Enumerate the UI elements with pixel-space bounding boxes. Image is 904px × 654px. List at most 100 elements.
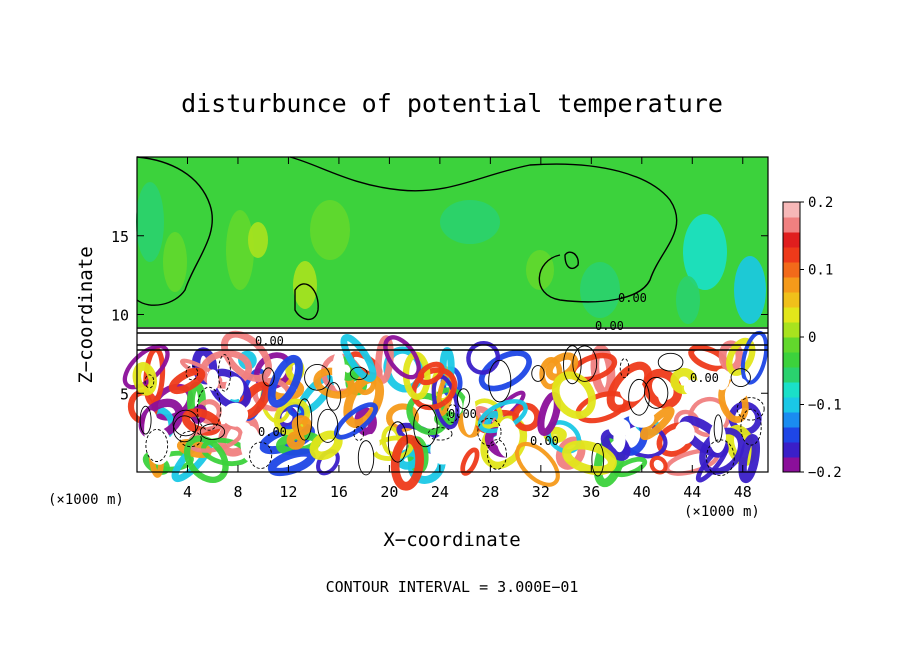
contour-loop (644, 376, 669, 409)
field-swirl (649, 455, 668, 475)
contour-label: 0.00 (618, 291, 647, 305)
colorbar-step (783, 337, 800, 353)
contour-interval-note: CONTOUR INTERVAL = 3.000E−01 (326, 578, 579, 596)
colorbar-step (783, 397, 800, 413)
field-core (674, 421, 695, 445)
field-core (499, 360, 514, 383)
field-swirl (417, 361, 445, 386)
field-core (709, 421, 726, 454)
field-swirl (699, 427, 745, 475)
x-tick-label: 24 (431, 483, 449, 501)
field-swirl (515, 441, 560, 487)
field-patch (580, 262, 620, 318)
colorbar-tick-label: −0.2 (808, 465, 842, 481)
contour-loop (179, 430, 202, 448)
field-patch (683, 214, 727, 290)
contour-loop (488, 359, 512, 403)
colorbar-tick-label: 0.2 (808, 195, 833, 211)
contour-loop (446, 404, 459, 423)
contour-loop (317, 408, 339, 443)
x-axis-label: X−coordinate (383, 529, 520, 551)
field-core (613, 425, 626, 453)
field-core (496, 418, 518, 458)
field-patch (226, 210, 254, 290)
contour-label: 0.00 (448, 407, 477, 421)
field-core (206, 369, 219, 391)
field-swirl (385, 403, 420, 432)
plot-area: 0.00 0.00 0.00 0.00 0.00 0.00 0.00 (122, 156, 769, 491)
field-patch (163, 232, 187, 292)
field-swirl (512, 402, 541, 432)
field-core (619, 380, 645, 402)
colorbar-step (783, 247, 800, 263)
contour-loop (572, 345, 598, 382)
colorbar-step (783, 457, 800, 473)
colorbar-step (783, 427, 800, 443)
field-swirl (460, 447, 480, 476)
colorbar-step (783, 382, 800, 398)
field-swirl (168, 367, 206, 395)
contour-loop (477, 417, 502, 447)
y-axis-label: Z−coordinate (75, 246, 97, 383)
contour-loop (139, 405, 152, 435)
field-swirl (466, 340, 501, 375)
contour-loop (172, 409, 199, 437)
field-swirl (695, 443, 729, 483)
x-tick-label: 28 (481, 483, 499, 501)
contour-loop (457, 388, 471, 410)
contour-loop (628, 378, 650, 416)
x-tick-label: 8 (233, 483, 242, 501)
contour-line (289, 156, 678, 303)
colorbar-step (783, 277, 800, 293)
field-swirl (639, 406, 675, 441)
contour-loop (145, 428, 169, 462)
field-patch (310, 200, 350, 260)
colorbar-step (783, 262, 800, 278)
x-tick-label: 20 (380, 483, 398, 501)
contour-label: 0.00 (258, 425, 287, 439)
y-tick-label: 15 (111, 228, 129, 246)
contour-loop (249, 441, 273, 469)
field-core (628, 408, 655, 428)
contour-loop (349, 366, 368, 381)
field-band (137, 327, 768, 350)
field-patch (440, 200, 500, 244)
x-unit-right: (×1000 m) (684, 504, 760, 520)
colorbar-step (783, 367, 800, 383)
field-swirl (267, 354, 303, 408)
colorbar-step (783, 352, 800, 368)
contour-loop (736, 397, 765, 421)
contour-loop (353, 426, 365, 441)
x-tick-label: 4 (183, 483, 192, 501)
colorbar-step (783, 412, 800, 428)
field-patch (526, 250, 554, 290)
field-patches (122, 182, 769, 491)
colorbar-tick-label: 0 (808, 330, 816, 346)
field-patch (293, 261, 317, 309)
contour-label: 0.00 (690, 371, 719, 385)
field-core (222, 402, 249, 427)
contour-loop (199, 423, 226, 441)
field-swirl (183, 435, 229, 483)
contour-loop (144, 374, 155, 389)
contour-loop (296, 398, 313, 441)
contour-loop (326, 382, 342, 411)
x-unit-left: (×1000 m) (48, 492, 124, 508)
x-tick-label: 12 (279, 483, 297, 501)
colorbar-step (783, 442, 800, 458)
field-patch (734, 256, 766, 324)
colorbar-step (783, 202, 800, 218)
field-core (462, 392, 477, 435)
contour-loop (563, 345, 582, 385)
y-tick-label: 10 (111, 307, 129, 325)
field-core (714, 368, 730, 391)
field-core (225, 376, 244, 400)
field-patch (136, 182, 164, 262)
colorbar-step (783, 307, 800, 323)
contour-line (136, 156, 213, 306)
contour-loop (730, 368, 751, 388)
field-core (240, 425, 261, 462)
field-swirl (273, 398, 311, 436)
x-tick-label: 44 (683, 483, 701, 501)
